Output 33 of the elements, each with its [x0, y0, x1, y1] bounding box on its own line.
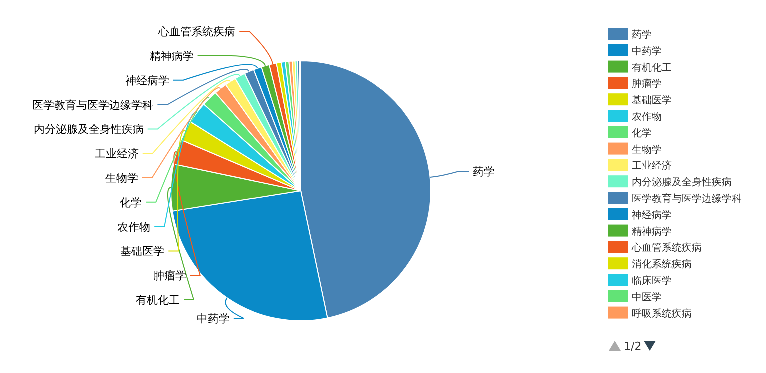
slice-label: 肿瘤学 — [153, 270, 186, 283]
text: 1/2 — [624, 340, 642, 353]
legend-label: 临床医学 — [632, 275, 672, 287]
slice-label: 神经病学 — [125, 74, 170, 88]
slice-label: 生物学 — [105, 172, 138, 185]
slice-label: 农作物 — [118, 220, 151, 234]
slice-label: 药学 — [473, 165, 496, 178]
legend-label: 神经病学 — [632, 209, 672, 222]
slice-label: 化学 — [120, 196, 142, 210]
legend-label: 中药学 — [632, 45, 662, 58]
legend-label: 中医学 — [632, 291, 662, 304]
slice-label: 医学教育与医学边缘学科 — [32, 98, 154, 112]
legend-label: 肿瘤学 — [632, 78, 662, 90]
legend-label: 农作物 — [632, 112, 662, 123]
legend-label: 药学 — [632, 29, 652, 41]
slice-label: 心血管系统疾病 — [158, 26, 236, 39]
legend-label: 消化系统疾病 — [632, 258, 692, 271]
legend-label: 心血管系统疾病 — [631, 242, 702, 254]
slice-label: 内分泌腺及全身性疾病 — [34, 123, 144, 136]
slice-label: 精神病学 — [150, 50, 194, 63]
slice-label: 有机化工 — [136, 294, 180, 307]
legend-label: 医学教育与医学边缘学科 — [632, 193, 742, 205]
legend-label: 精神病学 — [632, 226, 672, 238]
legend-label: 有机化工 — [632, 62, 672, 74]
legend-label: 生物学 — [632, 144, 662, 156]
legend-label: 内分泌腺及全身性疾病 — [632, 176, 732, 189]
legend-label: 呼吸系统疾病 — [632, 308, 692, 320]
legend-label: 化学 — [632, 127, 652, 140]
legend-label: 基础医学 — [632, 94, 672, 107]
slice-label: 基础医学 — [120, 245, 165, 258]
legend-label: 工业经济 — [632, 160, 672, 172]
slice-label: 中药学 — [196, 312, 230, 326]
slice-label: 工业经济 — [94, 148, 139, 161]
